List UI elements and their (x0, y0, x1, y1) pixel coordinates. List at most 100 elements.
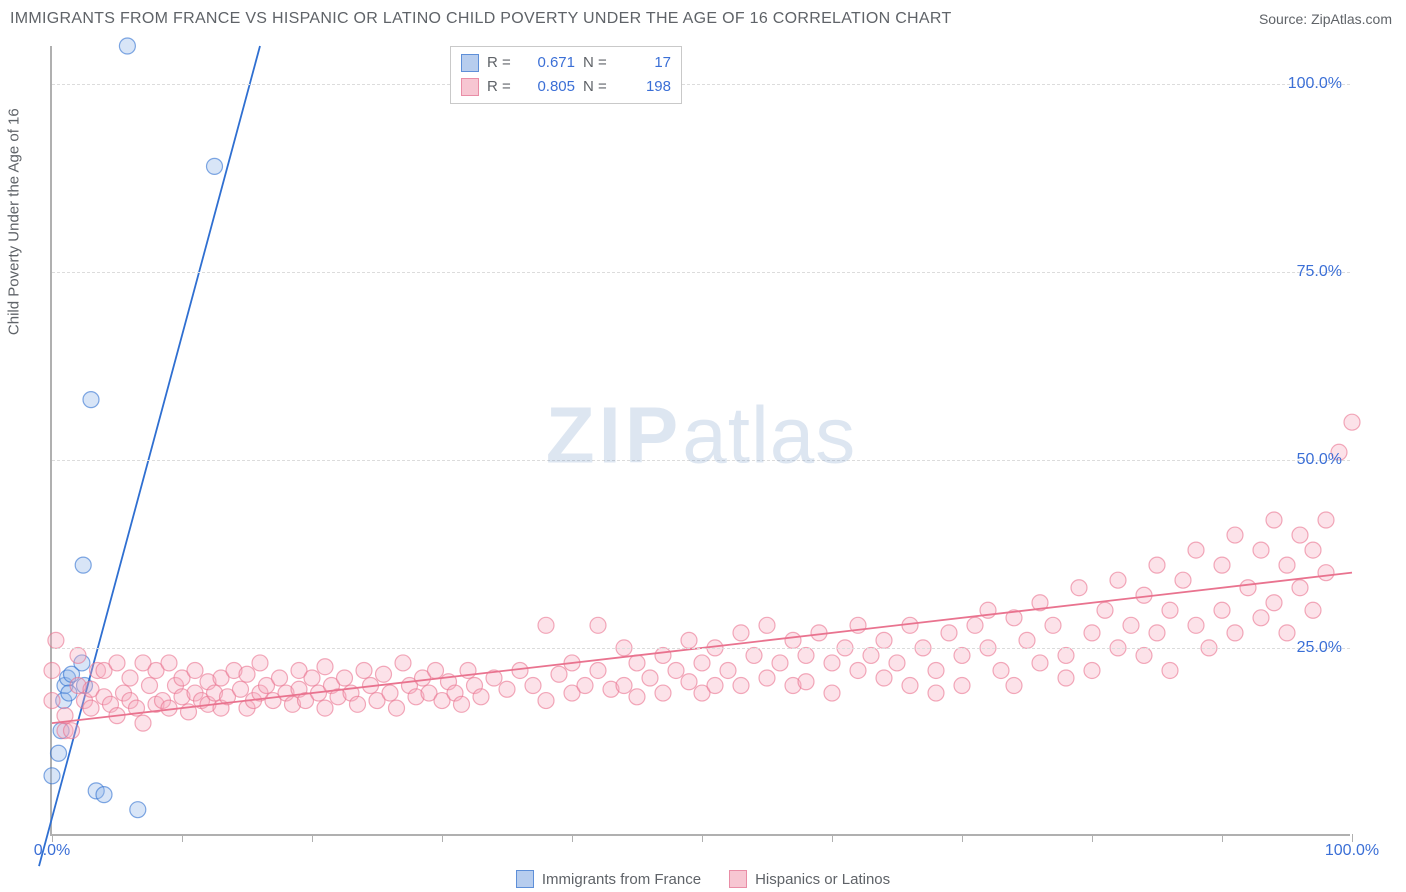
data-point-hispanic (681, 632, 697, 648)
data-point-hispanic (720, 662, 736, 678)
data-point-hispanic (395, 655, 411, 671)
data-point-hispanic (1175, 572, 1191, 588)
data-point-hispanic (759, 670, 775, 686)
data-point-hispanic (551, 666, 567, 682)
data-point-hispanic (733, 625, 749, 641)
data-point-hispanic (1162, 662, 1178, 678)
data-point-hispanic (1006, 678, 1022, 694)
x-tick-label: 100.0% (1325, 842, 1379, 860)
data-point-hispanic (824, 685, 840, 701)
data-point-hispanic (928, 662, 944, 678)
data-point-hispanic (1318, 565, 1334, 581)
source-attribution: Source: ZipAtlas.com (1259, 11, 1392, 27)
data-point-france (96, 787, 112, 803)
data-point-hispanic (382, 685, 398, 701)
data-point-hispanic (525, 678, 541, 694)
data-point-hispanic (733, 678, 749, 694)
data-point-hispanic (642, 670, 658, 686)
data-point-hispanic (350, 696, 366, 712)
data-point-hispanic (694, 655, 710, 671)
y-axis-label: Child Poverty Under the Age of 16 (6, 108, 23, 335)
legend-correlation: R = 0.671 N = 17 R = 0.805 N = 198 (450, 46, 682, 104)
x-tick-mark (1092, 834, 1093, 842)
data-point-hispanic (1253, 542, 1269, 558)
legend-row-hispanic: R = 0.805 N = 198 (461, 75, 671, 99)
data-point-hispanic (746, 647, 762, 663)
r-label: R = (487, 75, 513, 99)
data-point-hispanic (1162, 602, 1178, 618)
data-point-hispanic (681, 674, 697, 690)
data-point-hispanic (876, 670, 892, 686)
data-point-hispanic (135, 715, 151, 731)
trend-line-france (39, 46, 260, 866)
r-value-hispanic: 0.805 (521, 75, 575, 99)
data-point-hispanic (629, 689, 645, 705)
data-point-hispanic (252, 655, 268, 671)
data-point-hispanic (1292, 527, 1308, 543)
data-point-hispanic (1279, 557, 1295, 573)
data-point-hispanic (64, 723, 80, 739)
data-point-hispanic (1149, 625, 1165, 641)
data-point-hispanic (499, 681, 515, 697)
y-tick-label: 25.0% (1297, 639, 1342, 657)
data-point-hispanic (655, 647, 671, 663)
data-point-hispanic (1227, 527, 1243, 543)
data-point-hispanic (1123, 617, 1139, 633)
swatch-hispanic (729, 870, 747, 888)
data-point-hispanic (70, 647, 86, 663)
data-point-hispanic (928, 685, 944, 701)
data-point-hispanic (44, 662, 60, 678)
data-point-hispanic (1214, 557, 1230, 573)
data-point-hispanic (993, 662, 1009, 678)
data-point-hispanic (454, 696, 470, 712)
data-point-hispanic (902, 678, 918, 694)
data-point-hispanic (317, 659, 333, 675)
data-point-hispanic (337, 670, 353, 686)
y-tick-label: 75.0% (1297, 263, 1342, 281)
data-point-hispanic (1266, 512, 1282, 528)
data-point-hispanic (304, 670, 320, 686)
y-tick-label: 100.0% (1288, 75, 1342, 93)
data-point-hispanic (1279, 625, 1295, 641)
data-point-hispanic (473, 689, 489, 705)
n-value-france: 17 (617, 51, 671, 75)
data-point-hispanic (1188, 617, 1204, 633)
data-point-hispanic (1032, 655, 1048, 671)
data-point-france (51, 745, 67, 761)
data-point-hispanic (272, 670, 288, 686)
data-point-hispanic (538, 693, 554, 709)
data-point-france (130, 802, 146, 818)
data-point-hispanic (1149, 557, 1165, 573)
data-point-hispanic (863, 647, 879, 663)
legend-label-hispanic: Hispanics or Latinos (755, 871, 890, 888)
data-point-france (207, 158, 223, 174)
r-label: R = (487, 51, 513, 75)
data-point-hispanic (954, 678, 970, 694)
data-point-hispanic (1227, 625, 1243, 641)
chart-svg (52, 46, 1350, 834)
data-point-hispanic (629, 655, 645, 671)
data-point-hispanic (1058, 647, 1074, 663)
n-label: N = (583, 51, 609, 75)
x-tick-mark (1352, 834, 1353, 842)
chart-title: IMMIGRANTS FROM FRANCE VS HISPANIC OR LA… (10, 10, 952, 28)
data-point-hispanic (941, 625, 957, 641)
n-label: N = (583, 75, 609, 99)
data-point-hispanic (1097, 602, 1113, 618)
data-point-hispanic (317, 700, 333, 716)
data-point-hispanic (772, 655, 788, 671)
x-tick-mark (832, 834, 833, 842)
gridline (52, 84, 1350, 85)
data-point-hispanic (233, 681, 249, 697)
data-point-hispanic (356, 662, 372, 678)
data-point-hispanic (428, 662, 444, 678)
data-point-hispanic (577, 678, 593, 694)
data-point-hispanic (616, 678, 632, 694)
data-point-hispanic (798, 647, 814, 663)
data-point-hispanic (1136, 647, 1152, 663)
data-point-hispanic (785, 632, 801, 648)
data-point-france (44, 768, 60, 784)
x-tick-mark (52, 834, 53, 842)
gridline (52, 272, 1350, 273)
data-point-hispanic (655, 685, 671, 701)
